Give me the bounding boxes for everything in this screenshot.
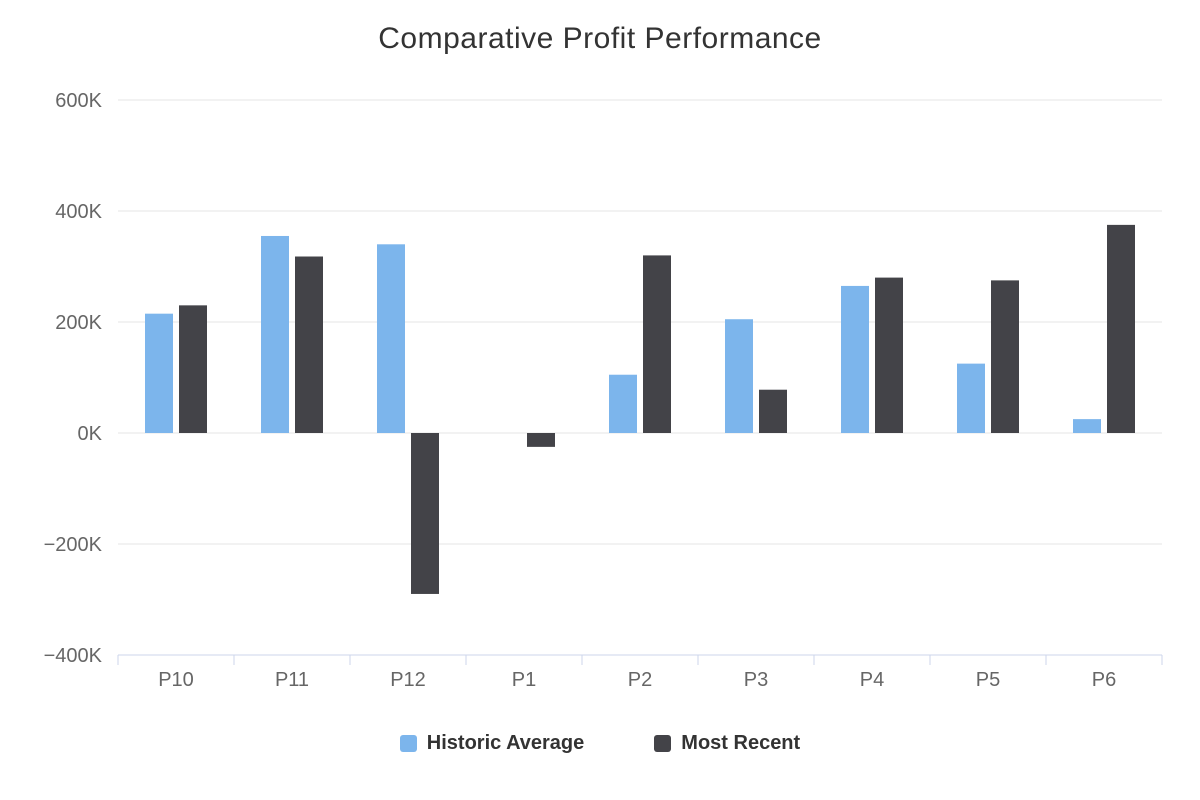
bar-historic-average-p3[interactable] [725,319,753,433]
y-tick-label: −400K [44,645,103,667]
bar-historic-average-p5[interactable] [957,363,985,433]
legend-item-most-recent[interactable]: Most Recent [654,732,800,755]
bar-historic-average-p4[interactable] [841,285,869,433]
bar-most-recent-p11[interactable] [295,256,323,433]
bar-historic-average-p11[interactable] [261,235,289,433]
bar-historic-average-p6[interactable] [1073,419,1101,433]
legend-label: Most Recent [681,732,801,754]
bar-most-recent-p12[interactable] [411,433,439,594]
legend-item-historic-average[interactable]: Historic Average [399,732,585,755]
bar-most-recent-p4[interactable] [875,277,903,433]
bar-historic-average-p12[interactable] [377,244,405,433]
x-category-label: P4 [860,669,884,691]
bar-most-recent-p2[interactable] [643,255,671,433]
x-category-label: P1 [512,669,536,691]
y-tick-label: 0K [78,423,103,445]
legend-swatch-icon [654,735,672,752]
y-tick-label: 200K [55,312,102,334]
x-category-label: P12 [390,669,426,691]
bar-most-recent-p10[interactable] [179,305,207,433]
bar-most-recent-p3[interactable] [759,389,787,433]
x-category-label: P3 [744,669,768,691]
legend-swatch-icon [399,735,417,752]
y-tick-label: 400K [55,201,102,223]
chart-legend: Historic Average Most Recent [0,732,1200,755]
x-category-label: P10 [158,669,194,691]
bar-historic-average-p10[interactable] [145,313,173,433]
bar-most-recent-p1[interactable] [527,433,555,447]
x-category-label: P2 [628,669,652,691]
legend-label: Historic Average [426,732,585,754]
y-tick-label: −200K [44,534,103,556]
x-category-label: P11 [275,669,309,691]
bar-historic-average-p2[interactable] [609,374,637,433]
bar-most-recent-p6[interactable] [1107,224,1135,433]
x-category-label: P6 [1092,669,1116,691]
bar-most-recent-p5[interactable] [991,280,1019,433]
chart-title: Comparative Profit Performance [378,22,822,55]
x-category-label: P5 [976,669,1000,691]
y-tick-label: 600K [55,90,102,112]
